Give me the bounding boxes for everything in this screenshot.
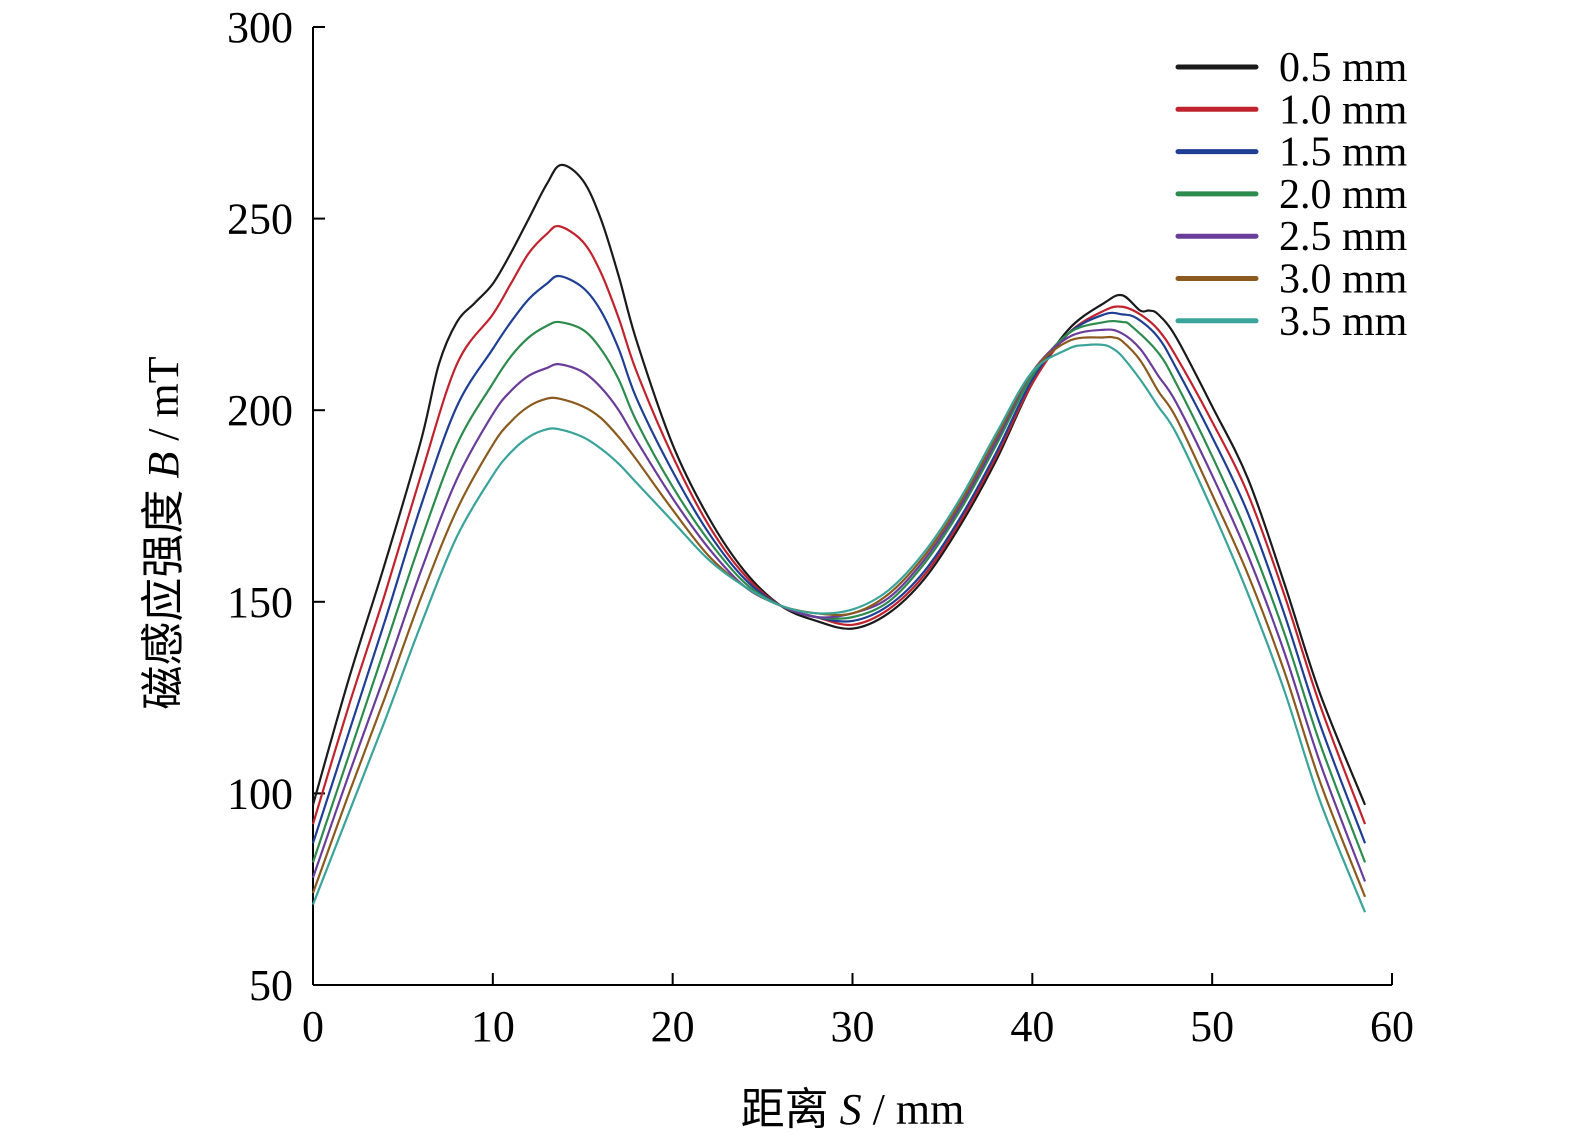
- legend-label: 1.0 mm: [1279, 87, 1408, 133]
- x-tick-label: 60: [1370, 1002, 1414, 1051]
- x-tick-label: 20: [651, 1002, 695, 1051]
- x-axis-title: 距离 S / mm: [741, 1085, 965, 1134]
- x-tick-label: 50: [1190, 1002, 1234, 1051]
- x-tick-label: 10: [471, 1002, 515, 1051]
- series-line-1: [311, 224, 1367, 825]
- series-layer: [311, 163, 1367, 913]
- legend: 0.5 mm1.0 mm1.5 mm2.0 mm2.5 mm3.0 mm3.5 …: [1175, 45, 1408, 345]
- legend-label: 3.5 mm: [1279, 299, 1408, 345]
- series-line-4: [311, 328, 1367, 882]
- legend-label: 3.0 mm: [1279, 257, 1408, 303]
- legend-label: 2.0 mm: [1279, 172, 1408, 218]
- x-tick-label: 30: [831, 1002, 875, 1051]
- y-tick-label: 250: [227, 195, 293, 244]
- axes: 0 10 20 30 40 50 60 50 100 150 200 250 300: [227, 3, 1414, 1051]
- x-tick-label: 40: [1010, 1002, 1054, 1051]
- y-tick-label: 300: [227, 3, 293, 52]
- y-tick-label: 100: [227, 769, 293, 818]
- legend-label: 0.5 mm: [1279, 45, 1408, 91]
- series-line-3: [311, 319, 1367, 863]
- series-line-6: [311, 343, 1367, 913]
- y-tick-label: 150: [227, 578, 293, 627]
- legend-label: 2.5 mm: [1279, 214, 1408, 260]
- series-line-2: [311, 274, 1367, 844]
- x-tick-label: 0: [302, 1002, 324, 1051]
- y-axis-title: 磁感应强度 B / mT: [139, 356, 188, 709]
- legend-label: 1.5 mm: [1279, 130, 1408, 176]
- y-tick-label: 200: [227, 386, 293, 435]
- y-tick-label: 50: [249, 961, 293, 1010]
